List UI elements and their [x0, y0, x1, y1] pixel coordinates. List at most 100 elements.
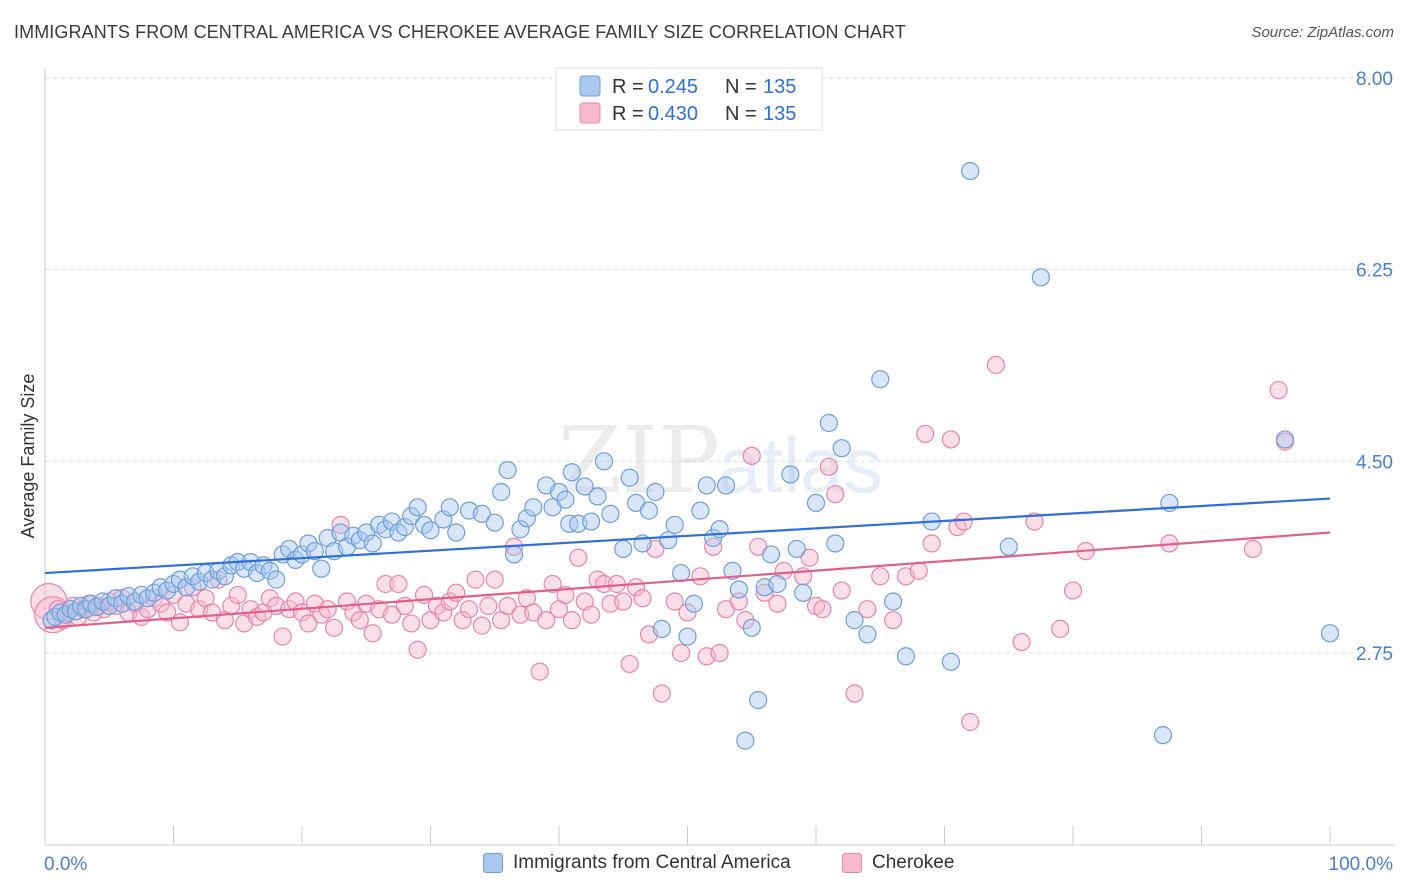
chart-title: IMMIGRANTS FROM CENTRAL AMERICA VS CHERO… [14, 22, 906, 42]
central-america-point [671, 563, 691, 583]
central-america-point [440, 498, 459, 517]
legend-n-value-2: 135 [763, 103, 796, 125]
cherokee-point [633, 589, 652, 608]
cherokee-point [485, 570, 504, 589]
central-america-point [1275, 430, 1295, 449]
central-america-point [504, 545, 524, 564]
cherokee-point [318, 600, 337, 619]
y-tick-labels: 2.75 4.50 6.25 8.00 [1356, 69, 1393, 665]
cherokee-point [665, 592, 684, 611]
cherokee-point [710, 643, 729, 663]
central-america-point [215, 567, 234, 586]
cherokee-point [382, 605, 402, 624]
central-america-point [736, 731, 755, 750]
legend-r-value-1: 0.245 [648, 76, 698, 98]
central-america-point [421, 521, 440, 540]
central-america-point [1153, 726, 1173, 745]
y-tick-label-2: 6.25 [1356, 261, 1393, 282]
cherokee-point [614, 592, 633, 611]
central-america-point [485, 513, 504, 532]
cherokee-point [800, 548, 819, 567]
cherokee-point [376, 574, 395, 594]
cherokee-point [922, 534, 941, 553]
cherokee-point [826, 485, 845, 504]
cherokee-point [228, 585, 247, 605]
central-america-point [556, 490, 575, 509]
central-america-point [588, 487, 607, 506]
central-america-point [691, 501, 710, 520]
central-america-point [82, 594, 101, 613]
cherokee-point [363, 624, 382, 643]
cherokee-point [453, 611, 472, 630]
cherokee-point [594, 574, 614, 594]
central-america-point [659, 531, 678, 550]
central-america-point [665, 515, 684, 534]
cherokee-point [562, 611, 581, 630]
legend-label-cherokee: Cherokee [872, 852, 955, 873]
cherokee-point [157, 603, 177, 622]
legend-swatch-pink [579, 102, 601, 124]
central-america-point [781, 465, 800, 484]
cherokee-point [389, 574, 408, 594]
stats-legend: R = 0.245 N = 135 R = 0.430 N = 135 [555, 67, 823, 131]
cherokee-trend-line [44, 531, 1331, 629]
cherokee-point [408, 640, 427, 659]
cherokee-point [871, 567, 890, 586]
central-america-point [498, 460, 517, 480]
y-tick-label-3: 8.00 [1356, 69, 1393, 90]
legend-swatch-cherokee [842, 853, 862, 873]
cherokee-point [543, 574, 562, 594]
central-america-point [363, 534, 382, 553]
central-america-point [896, 647, 916, 666]
central-america-point [562, 463, 581, 482]
central-america-point [806, 493, 826, 513]
cherokee-point [466, 570, 485, 589]
cherokee-point [1243, 539, 1263, 559]
y-tick-label-1: 4.50 [1356, 452, 1393, 473]
legend-r-label-1: R = [612, 76, 644, 98]
cherokee-point [916, 424, 935, 444]
legend-item-cherokee: Cherokee [842, 852, 954, 874]
central-america-point [697, 476, 716, 495]
series-legend: Immigrants from Central America Cherokee [0, 852, 1406, 880]
cherokee-point [402, 614, 421, 633]
central-america-point [845, 611, 864, 630]
central-america-point [511, 520, 530, 539]
cherokee-point [961, 712, 980, 732]
cherokee-point [530, 662, 549, 681]
cherokee-point [742, 446, 761, 465]
central-america-point [742, 618, 761, 637]
central-america-point [312, 559, 331, 578]
central-america-point [787, 539, 806, 559]
legend-n-label-1: N = [725, 76, 757, 98]
central-america-point [858, 625, 877, 644]
cherokee-point [1269, 381, 1288, 400]
central-america-point [646, 482, 665, 502]
central-america-point [517, 509, 536, 528]
central-america-trend-line [44, 497, 1331, 575]
cherokee-point [273, 627, 292, 646]
cherokee-point [556, 585, 575, 605]
central-america-point [871, 370, 890, 389]
source-credit: Source: ZipAtlas.com [1251, 24, 1394, 41]
central-america-point [492, 482, 511, 502]
cherokee-point [537, 611, 556, 630]
central-america-point [575, 477, 594, 496]
central-america-point [582, 512, 601, 531]
x-tick-label-min: 0.0% [44, 854, 87, 875]
cherokee-point [755, 583, 774, 602]
central-america-point [794, 583, 813, 602]
legend-r-label-2: R = [612, 103, 644, 125]
cherokee-point [350, 611, 369, 630]
central-america-point [56, 605, 75, 624]
central-america-point [472, 504, 491, 524]
central-america-point [883, 592, 903, 611]
cherokee-point [691, 567, 710, 586]
central-america-point [684, 594, 704, 613]
cherokee-point [813, 600, 832, 619]
central-america-point [749, 690, 768, 710]
cherokee-point [941, 430, 961, 449]
cherokee-point [986, 355, 1006, 375]
legend-n-value-1: 135 [763, 76, 796, 98]
axes [44, 68, 1395, 846]
